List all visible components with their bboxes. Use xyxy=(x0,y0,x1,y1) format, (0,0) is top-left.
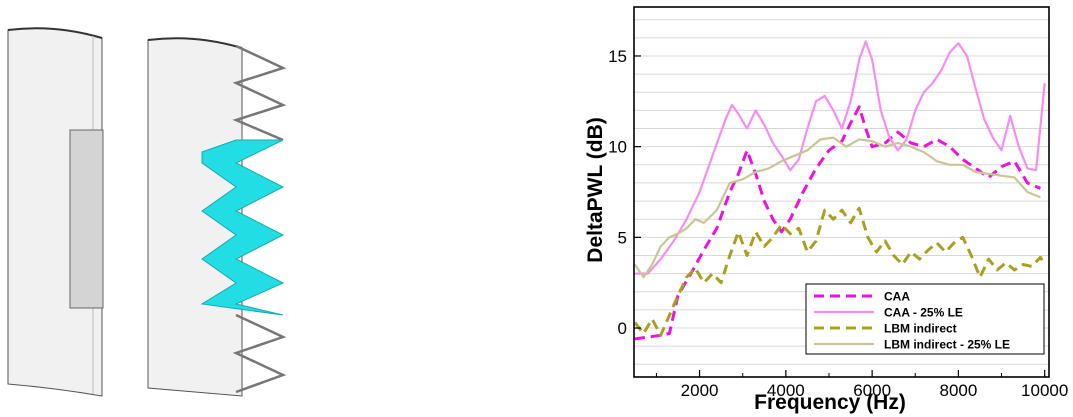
serration-teeth-top xyxy=(232,44,287,142)
series-line-1 xyxy=(634,105,1041,341)
legend-box xyxy=(805,283,1045,355)
serrated-blade-illustration xyxy=(147,37,287,397)
y-tick-label: 15 xyxy=(608,47,627,66)
legend-label: CAA - 25% LE xyxy=(884,306,963,320)
serrated-blade-top-edge xyxy=(147,37,243,49)
series-line-3 xyxy=(634,206,1046,337)
y-tick-label: 0 xyxy=(618,319,627,338)
ticks: 2000 4000 6000 8000 10000 0 5 10 15 xyxy=(608,47,1068,400)
x-tick-label: 4000 xyxy=(767,381,805,400)
rectangular-insert xyxy=(69,129,104,309)
serration-teeth-bottom xyxy=(232,313,287,394)
series-group xyxy=(634,40,1046,341)
y-tick-label: 5 xyxy=(618,228,627,247)
legend-label: LBM indirect xyxy=(884,322,957,336)
chart: 2000 4000 6000 8000 10000 0 5 10 15 Frequency (H… xyxy=(584,6,1068,414)
x-tick-label: 2000 xyxy=(681,381,719,400)
x-tick-label: 6000 xyxy=(853,381,891,400)
plain-blade-top-edge xyxy=(7,27,103,39)
plot-frame xyxy=(633,6,1050,378)
legend-label: CAA xyxy=(884,290,910,304)
y-tick-label: 10 xyxy=(608,138,627,157)
legend: CAA CAA - 25% LE LBM indirect LBM indirect … xyxy=(805,283,1045,355)
legend-label: LBM indirect - 25% LE xyxy=(884,338,1010,352)
x-tick-label: 8000 xyxy=(939,381,977,400)
x-axis-title: Frequency (Hz) xyxy=(754,391,906,414)
plain-blade-illustration xyxy=(7,27,104,397)
highlighted-serration-section xyxy=(200,139,285,316)
series-line-4 xyxy=(634,136,1041,279)
x-tick-label: 10000 xyxy=(1021,381,1068,400)
y-axis-title: DeltaPWL (dB) xyxy=(584,117,607,262)
series-line-2 xyxy=(634,40,1046,275)
